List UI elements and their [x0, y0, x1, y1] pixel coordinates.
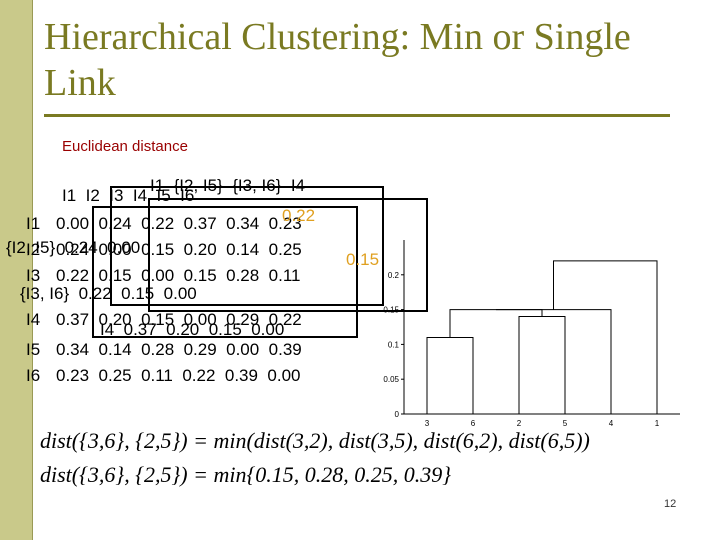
y-tick-label-0: 0: [395, 410, 400, 419]
matrix-row-label-3: I3: [26, 266, 41, 285]
overlay-header: I1 {I2, I5} {I3, I6} I4: [150, 176, 306, 195]
overlay-box-2: [148, 198, 428, 312]
y-tick-label-2: 0.1: [388, 340, 400, 349]
leaf-label-4: 4: [609, 419, 614, 428]
matrix-row-label-2: I2: [26, 240, 41, 259]
y-tick-label-3: 0.15: [383, 306, 399, 315]
matrix-row-values-5: 0.34 0.14 0.28 0.29 0.00 0.39: [56, 340, 302, 359]
matrix-row-label-1: I1: [26, 214, 41, 233]
overlay-box-3: [92, 206, 358, 338]
highlight-value-015: 0.15: [346, 250, 380, 269]
matrix-row-label-5: I5: [26, 340, 41, 359]
merge-link-4: [496, 309, 612, 414]
merge-link-1: [426, 336, 474, 414]
leaf-label-3: 3: [425, 419, 430, 428]
subtitle-euclidean: Euclidean distance: [62, 138, 188, 155]
slide-title: Hierarchical Clustering: Min or Single L…: [44, 16, 631, 104]
matrix-row-values-1: 0.00 0.24 0.22 0.37 0.34 0.23: [56, 214, 302, 233]
x-tick-labels: 3 6 2 5 4 1: [425, 419, 660, 428]
merge-link-5: [553, 260, 658, 414]
leaf-label-1: 1: [655, 419, 660, 428]
page-number: 12: [664, 498, 677, 510]
leaf-label-6: 6: [471, 419, 476, 428]
matrix-row-label-4: I4: [26, 310, 41, 329]
matrix-row-label-6: I6: [26, 366, 41, 385]
overlay-row-i4: I4 0.37 0.20 0.15 0.00: [100, 320, 285, 339]
overlay-row-i3i6: {I3, I6} 0.22 0.15 0.00: [20, 284, 197, 303]
leaf-label-2: 2: [517, 419, 522, 428]
overlay-row-i2i5: {I2, I5} 0.24 0.00: [6, 238, 141, 257]
matrix-row-values-6: 0.23 0.25 0.11 0.22 0.39 0.00: [56, 366, 301, 385]
matrix-row-values-3: 0.22 0.15 0.00 0.15 0.28 0.11: [56, 266, 301, 285]
leaf-label-5: 5: [563, 419, 568, 428]
y-ticks: 0 0.05 0.1 0.15 0.2: [383, 271, 404, 419]
formula-line-1: dist({3,6}, {2,5}) = min(dist(3,2), dist…: [40, 428, 590, 453]
formula-line-2: dist({3,6}, {2,5}) = min{0.15, 0.28, 0.2…: [40, 462, 452, 487]
overlay-box-1: [110, 186, 384, 306]
y-tick-label-4: 0.2: [388, 271, 400, 280]
slide-left-bar: [0, 0, 32, 540]
slide-left-bar-edge: [32, 0, 33, 540]
y-tick-label-1: 0.05: [383, 375, 399, 384]
matrix-row-values-4: 0.37 0.20 0.15 0.00 0.29 0.22: [56, 310, 302, 329]
dendrogram-links: [426, 260, 658, 414]
matrix-header: I1 I2 I3 I4 I5 I6: [62, 186, 195, 205]
merge-link-2: [518, 316, 566, 414]
title-underline: [44, 114, 670, 117]
dendrogram-chart: 0 0.05 0.1 0.15 0.2 3 6 2 5 4 1: [383, 240, 680, 428]
highlight-value-022: 0.22: [282, 206, 316, 225]
merge-link-3: [449, 309, 543, 338]
